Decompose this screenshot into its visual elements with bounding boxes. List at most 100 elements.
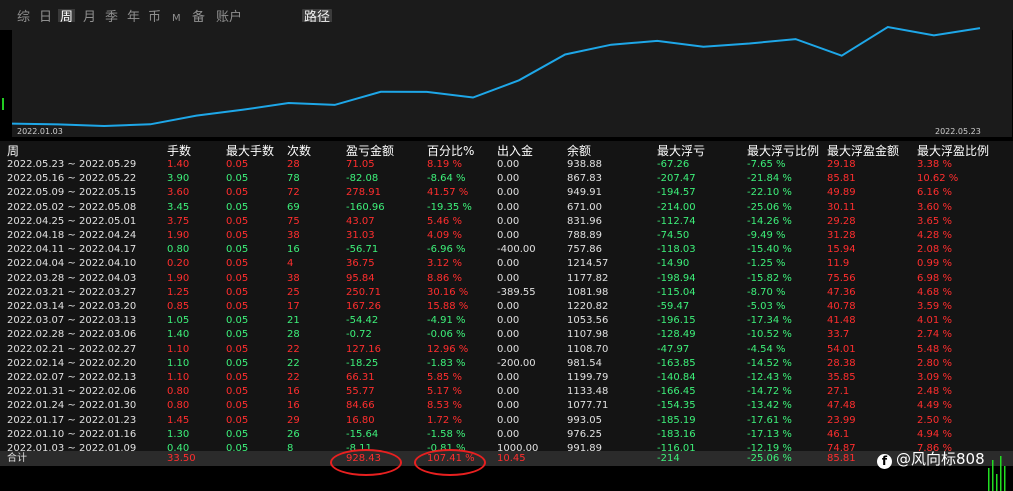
- table-cell: 46.1: [827, 428, 850, 440]
- table-cell: 3.90: [167, 173, 190, 185]
- table-cell: 47.36: [827, 286, 856, 298]
- table-cell: -389.55: [497, 286, 536, 298]
- path-button[interactable]: 路径: [302, 9, 332, 26]
- table-cell: 75: [287, 215, 300, 227]
- table-cell: 78: [287, 173, 300, 185]
- table-cell: -115.04: [657, 286, 696, 298]
- tab-9[interactable]: 账户: [216, 10, 243, 25]
- table-cell: -13.42 %: [747, 400, 792, 412]
- table-cell: 981.54: [567, 357, 602, 369]
- table-cell: 0.40: [167, 443, 190, 454]
- tab-7[interactable]: M: [172, 13, 181, 24]
- column-header-5[interactable]: 百分比%: [427, 144, 475, 158]
- table-cell: 1.30: [167, 428, 190, 440]
- tab-0[interactable]: 综: [17, 10, 31, 25]
- table-cell: 54.01: [827, 343, 856, 355]
- total-maxprofit: 85.81: [827, 453, 856, 464]
- table-cell: 0.05: [226, 258, 249, 270]
- highlight-ellipse-pnl: [330, 449, 402, 476]
- table-cell: 3.12 %: [427, 258, 462, 270]
- column-header-6[interactable]: 出入金: [497, 144, 534, 158]
- table-cell: -82.08: [346, 173, 379, 185]
- table-cell: 0.00: [497, 301, 520, 312]
- tab-8[interactable]: 备: [192, 10, 206, 25]
- table-cell: 0.00: [497, 230, 520, 241]
- column-header-4[interactable]: 盈亏金额: [346, 144, 395, 158]
- row-week-label: 2022.05.02 ~ 2022.05.08: [7, 201, 137, 213]
- table-cell: 671.00: [567, 201, 602, 213]
- table-cell: 95.84: [346, 272, 375, 284]
- table-cell: 29.28: [827, 215, 856, 227]
- tab-1[interactable]: 日: [39, 10, 53, 25]
- table-cell: -183.16: [657, 428, 696, 440]
- table-cell: 16: [287, 386, 300, 398]
- equity-chart-svg: [12, 25, 981, 128]
- table-cell: -185.19: [657, 414, 696, 426]
- table-cell: 0.05: [226, 286, 249, 298]
- table-cell: -6.96 %: [427, 244, 466, 256]
- table-cell: -12.43 %: [747, 372, 792, 383]
- table-cell: -8.70 %: [747, 286, 786, 298]
- tab-5[interactable]: 年: [127, 10, 141, 25]
- column-header-2[interactable]: 最大手数: [226, 144, 275, 158]
- table-cell: 23.99: [827, 414, 856, 426]
- tab-6[interactable]: 币: [148, 10, 162, 25]
- table-cell: -9.49 %: [747, 230, 786, 241]
- table-cell: -128.49: [657, 329, 696, 341]
- table-cell: -14.72 %: [747, 386, 792, 398]
- volume-bars-icon: [988, 456, 1006, 491]
- table-cell: -67.26: [657, 159, 690, 170]
- tab-3[interactable]: 月: [83, 10, 97, 25]
- table-cell: 0.00: [497, 414, 520, 426]
- table-cell: 1.40: [167, 159, 190, 170]
- table-cell: 4.49 %: [917, 400, 952, 412]
- column-header-10[interactable]: 最大浮盈金额: [827, 144, 900, 158]
- row-week-label: 2022.02.21 ~ 2022.02.27: [7, 343, 137, 355]
- table-cell: 71.05: [346, 159, 375, 170]
- table-cell: 0.99 %: [917, 258, 952, 270]
- table-cell: 0.05: [226, 443, 249, 454]
- table-cell: 22: [287, 343, 300, 355]
- column-header-1[interactable]: 手数: [167, 144, 192, 158]
- table-cell: 0.20: [167, 258, 190, 270]
- table-cell: 8.19 %: [427, 159, 462, 170]
- table-cell: 16: [287, 400, 300, 412]
- table-cell: 36.75: [346, 258, 375, 270]
- column-header-0[interactable]: 周: [7, 144, 20, 158]
- row-week-label: 2022.05.16 ~ 2022.05.22: [7, 173, 137, 185]
- table-cell: -14.52 %: [747, 357, 792, 369]
- table-cell: 0.05: [226, 428, 249, 440]
- table-cell: 867.83: [567, 173, 602, 185]
- table-cell: 31.28: [827, 230, 856, 241]
- table-cell: 0.05: [226, 215, 249, 227]
- total-lots: 33.50: [167, 453, 196, 464]
- table-cell: 30.11: [827, 201, 856, 213]
- table-cell: 0.05: [226, 343, 249, 355]
- table-cell: 831.96: [567, 215, 602, 227]
- table-cell: 41.48: [827, 315, 856, 327]
- column-header-7[interactable]: 余额: [567, 144, 592, 158]
- table-cell: -7.65 %: [747, 159, 786, 170]
- table-cell: 21: [287, 315, 300, 327]
- table-cell: 0.80: [167, 244, 190, 256]
- tab-4[interactable]: 季: [105, 10, 119, 25]
- table-cell: -15.40 %: [747, 244, 792, 256]
- column-header-3[interactable]: 次数: [287, 144, 312, 158]
- table-cell: -10.52 %: [747, 329, 792, 341]
- table-cell: -4.91 %: [427, 315, 466, 327]
- table-cell: 3.60: [167, 187, 190, 199]
- table-cell: 1077.71: [567, 400, 609, 412]
- table-cell: -59.47: [657, 301, 690, 312]
- column-header-8[interactable]: 最大浮亏: [657, 144, 706, 158]
- table-cell: 31.03: [346, 230, 375, 241]
- chart-x-start-label: 2022.01.03: [17, 127, 63, 136]
- tab-2[interactable]: 周: [58, 9, 76, 26]
- column-header-9[interactable]: 最大浮亏比例: [747, 144, 820, 158]
- column-header-11[interactable]: 最大浮盈比例: [917, 144, 990, 158]
- table-cell: 1133.48: [567, 386, 609, 398]
- table-cell: -4.54 %: [747, 343, 786, 355]
- table-cell: 1107.98: [567, 329, 609, 341]
- table-cell: 43.07: [346, 215, 375, 227]
- table-cell: 69: [287, 201, 300, 213]
- table-cell: 1.72 %: [427, 414, 462, 426]
